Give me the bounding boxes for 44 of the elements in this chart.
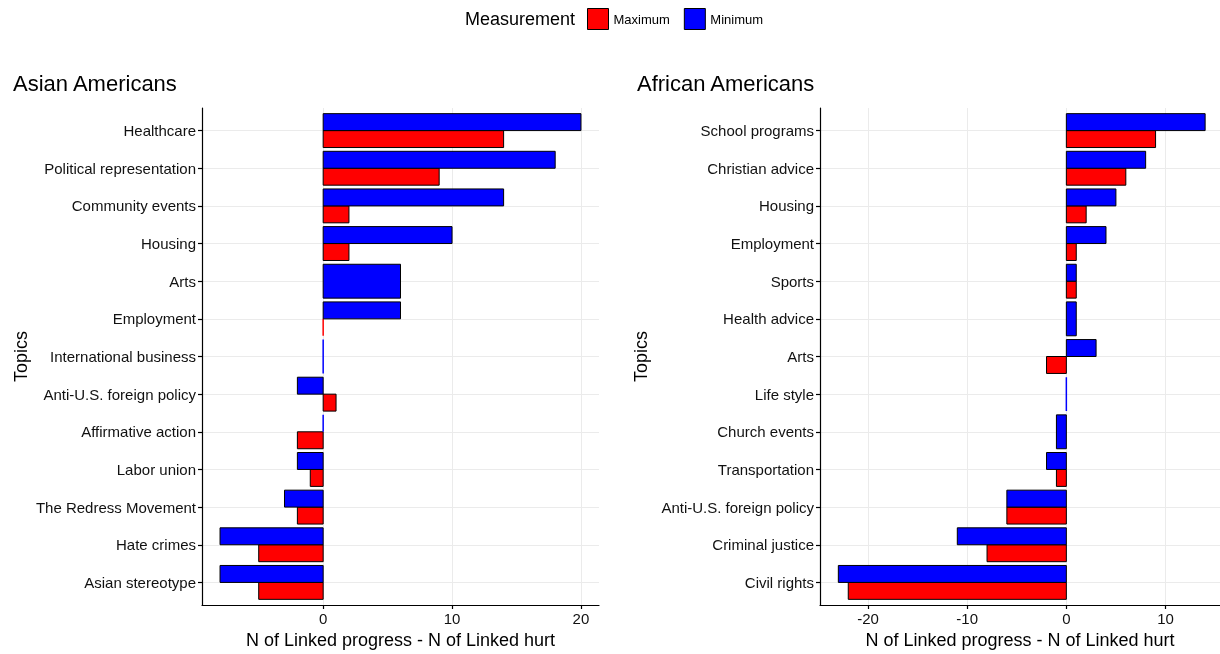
y-tick-label: Employment: [112, 310, 197, 328]
x-tick-label: -20: [857, 610, 879, 627]
y-tick-label: School programs: [700, 122, 814, 140]
x-tick-label: 0: [1062, 610, 1071, 627]
y-axis-title: Topics: [11, 330, 31, 383]
y-tick-label: Life style: [754, 385, 814, 403]
y-tick-label: Hate crimes: [115, 536, 196, 554]
y-tick-label: Anti-U.S. foreign policy: [661, 498, 815, 516]
x-axis-title: N of Linked progress - N of Linked hurt: [245, 630, 556, 650]
legend-label: Maximum: [613, 11, 670, 27]
y-tick-label: Anti-U.S. foreign policy: [43, 385, 197, 403]
legend-label: Minimum: [710, 11, 764, 27]
y-tick-label: Arts: [169, 272, 196, 290]
y-tick-label: Christian advice: [707, 159, 814, 177]
y-tick-label: International business: [50, 348, 196, 365]
y-tick-label: Housing: [758, 197, 814, 215]
y-tick-label: Labor union: [116, 460, 196, 478]
y-tick-label: Church events: [717, 423, 814, 441]
y-tick-label: Housing: [140, 235, 196, 253]
y-tick-label: Criminal justice: [712, 536, 814, 554]
y-tick-label: Transportation: [717, 460, 814, 478]
chart-title: African Americans: [637, 70, 815, 96]
x-tick-label: 0: [318, 610, 328, 627]
legend-title: Measurement: [464, 9, 576, 29]
y-tick-label: Affirmative action: [81, 423, 196, 441]
x-tick-label: -10: [956, 610, 979, 627]
y-axis-title: Topics: [631, 330, 651, 383]
y-tick-label: Healthcare: [123, 122, 196, 140]
bar: [296, 431, 324, 450]
y-tick-label: Asian stereotype: [84, 573, 196, 591]
y-tick-label: Political representation: [44, 159, 196, 177]
y-tick-label: The Redress Movement: [35, 498, 197, 516]
y-tick-label: Employment: [730, 235, 815, 253]
bar: [322, 301, 401, 320]
chart-title: Asian Americans: [13, 70, 177, 96]
x-tick-label: 10: [443, 610, 461, 627]
y-tick-label: Community events: [71, 197, 196, 215]
y-tick-label: Civil rights: [744, 573, 814, 591]
x-tick-label: 10: [1157, 610, 1174, 627]
x-tick-label: 20: [572, 610, 590, 627]
y-tick-label: Health advice: [723, 310, 814, 328]
y-tick-label: Arts: [787, 348, 814, 365]
x-axis-title: N of Linked progress - N of Linked hurt: [865, 630, 1175, 650]
y-tick-label: Sports: [770, 272, 814, 290]
